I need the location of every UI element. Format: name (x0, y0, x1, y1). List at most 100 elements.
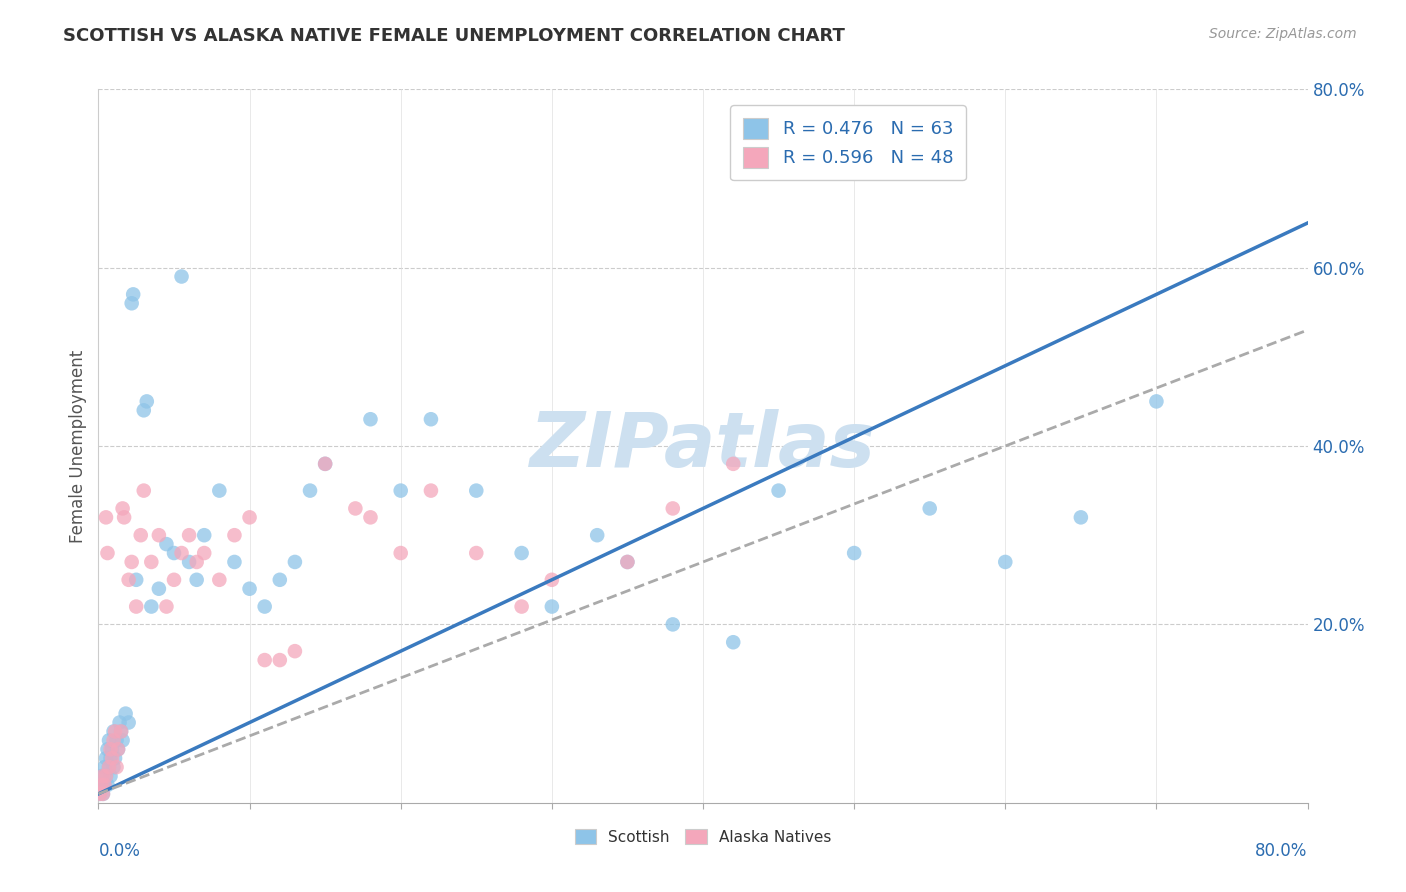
Point (103, 733, 125, 747)
Y-axis label: Female Unemployment: Female Unemployment (69, 350, 87, 542)
Point (94, 751, 117, 765)
Point (125, 573, 148, 587)
Point (148, 582, 170, 596)
Point (179, 555, 201, 569)
Point (90, 769, 112, 783)
Point (269, 573, 291, 587)
Point (314, 457, 336, 471)
Point (112, 510, 135, 524)
Text: ZIPatlas: ZIPatlas (530, 409, 876, 483)
Point (91, 787, 114, 801)
Point (114, 706, 136, 721)
Point (125, 599, 148, 614)
Point (93, 760, 115, 774)
Point (163, 546, 186, 560)
Point (224, 528, 246, 542)
Point (141, 555, 163, 569)
Point (98, 760, 121, 774)
Text: SCOTTISH VS ALASKA NATIVE FEMALE UNEMPLOYMENT CORRELATION CHART: SCOTTISH VS ALASKA NATIVE FEMALE UNEMPLO… (63, 27, 845, 45)
Point (299, 483, 322, 498)
Point (93, 778, 115, 792)
Point (103, 760, 125, 774)
Point (1144, 394, 1167, 409)
Point (844, 546, 866, 560)
Point (661, 501, 683, 516)
Point (179, 528, 201, 542)
Point (1070, 510, 1092, 524)
Text: 0.0%: 0.0% (98, 842, 141, 860)
Point (314, 457, 336, 471)
Point (284, 555, 307, 569)
Point (105, 733, 128, 747)
Point (540, 573, 562, 587)
Point (540, 599, 562, 614)
Point (616, 555, 638, 569)
Point (103, 724, 125, 739)
Point (465, 483, 488, 498)
Point (107, 742, 129, 756)
Point (132, 483, 155, 498)
Point (118, 573, 141, 587)
Point (768, 483, 790, 498)
Point (510, 546, 533, 560)
Point (155, 537, 177, 551)
Point (94, 769, 117, 783)
Point (360, 412, 382, 426)
Point (100, 769, 122, 783)
Point (96, 546, 118, 560)
Point (284, 644, 307, 658)
Point (91, 769, 114, 783)
Point (100, 751, 122, 765)
Point (122, 287, 145, 301)
Point (94, 510, 117, 524)
Point (101, 742, 124, 756)
Point (105, 760, 128, 774)
Point (98, 733, 121, 747)
Text: 80.0%: 80.0% (1256, 842, 1308, 860)
Point (96, 778, 118, 792)
Point (104, 751, 127, 765)
Point (239, 582, 262, 596)
Point (389, 483, 412, 498)
Point (118, 715, 141, 730)
Point (918, 501, 941, 516)
Point (155, 599, 177, 614)
Point (110, 724, 132, 739)
Point (253, 653, 276, 667)
Point (108, 715, 131, 730)
Point (616, 555, 638, 569)
Point (269, 653, 291, 667)
Point (208, 483, 231, 498)
Point (90, 778, 112, 792)
Point (510, 599, 533, 614)
Point (90, 778, 112, 792)
Point (224, 555, 246, 569)
Point (170, 269, 193, 284)
Point (723, 635, 745, 649)
Point (586, 528, 609, 542)
Point (239, 510, 262, 524)
Point (253, 599, 276, 614)
Point (186, 573, 208, 587)
Point (208, 573, 231, 587)
Point (111, 501, 134, 516)
Point (132, 403, 155, 417)
Point (104, 724, 127, 739)
Point (100, 742, 122, 756)
Point (193, 546, 215, 560)
Point (129, 528, 152, 542)
Point (89, 787, 111, 801)
Point (98, 760, 121, 774)
Point (91, 778, 114, 792)
Point (186, 555, 208, 569)
Point (163, 573, 186, 587)
Point (420, 412, 443, 426)
Point (193, 528, 215, 542)
Point (344, 501, 367, 516)
Point (89, 787, 111, 801)
Point (141, 599, 163, 614)
Point (93, 778, 115, 792)
Point (661, 617, 683, 632)
Point (360, 510, 382, 524)
Point (994, 555, 1017, 569)
